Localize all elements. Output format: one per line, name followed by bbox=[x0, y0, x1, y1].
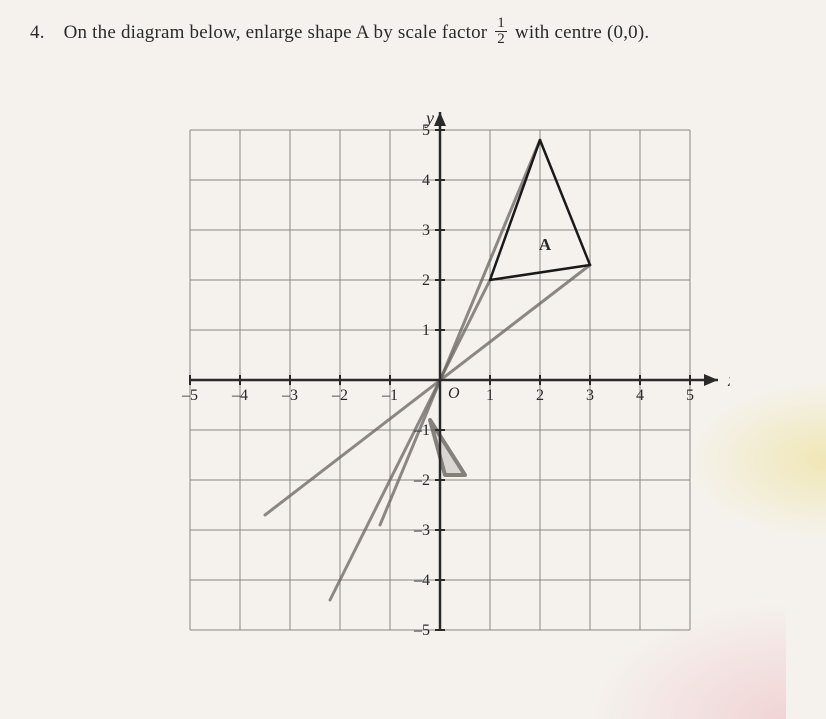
svg-text:3: 3 bbox=[586, 387, 594, 404]
svg-text:–5: –5 bbox=[181, 387, 198, 404]
svg-text:–3: –3 bbox=[413, 522, 430, 539]
svg-text:O: O bbox=[448, 385, 460, 402]
question-suffix: with centre (0,0). bbox=[515, 22, 649, 43]
svg-text:3: 3 bbox=[422, 222, 430, 239]
question-number: 4. bbox=[30, 22, 45, 43]
coordinate-graph: –5–4–3–2–112345–5–4–3–2–112345OxyA bbox=[150, 90, 730, 675]
svg-text:A: A bbox=[539, 235, 552, 254]
svg-text:–2: –2 bbox=[413, 472, 430, 489]
svg-text:–4: –4 bbox=[413, 572, 430, 589]
fraction-denominator: 2 bbox=[495, 32, 507, 47]
question-text: 4. On the diagram below, enlarge shape A… bbox=[30, 18, 649, 49]
question-prefix: On the diagram below, enlarge shape A by… bbox=[64, 22, 493, 43]
svg-text:–3: –3 bbox=[281, 387, 298, 404]
svg-text:x: x bbox=[727, 370, 730, 390]
svg-text:2: 2 bbox=[422, 272, 430, 289]
graph-svg: –5–4–3–2–112345–5–4–3–2–112345OxyA bbox=[150, 90, 730, 670]
svg-text:–1: –1 bbox=[413, 422, 430, 439]
svg-text:–5: –5 bbox=[413, 622, 430, 639]
svg-text:1: 1 bbox=[422, 322, 430, 339]
fraction-numerator: 1 bbox=[495, 16, 507, 32]
svg-text:4: 4 bbox=[636, 387, 644, 404]
svg-text:5: 5 bbox=[686, 387, 694, 404]
svg-text:–4: –4 bbox=[231, 387, 248, 404]
svg-text:y: y bbox=[424, 108, 434, 128]
svg-text:–1: –1 bbox=[381, 387, 398, 404]
svg-text:–2: –2 bbox=[331, 387, 348, 404]
svg-text:4: 4 bbox=[422, 172, 430, 189]
svg-text:1: 1 bbox=[486, 387, 494, 404]
fraction: 1 2 bbox=[495, 16, 507, 47]
svg-text:2: 2 bbox=[536, 387, 544, 404]
